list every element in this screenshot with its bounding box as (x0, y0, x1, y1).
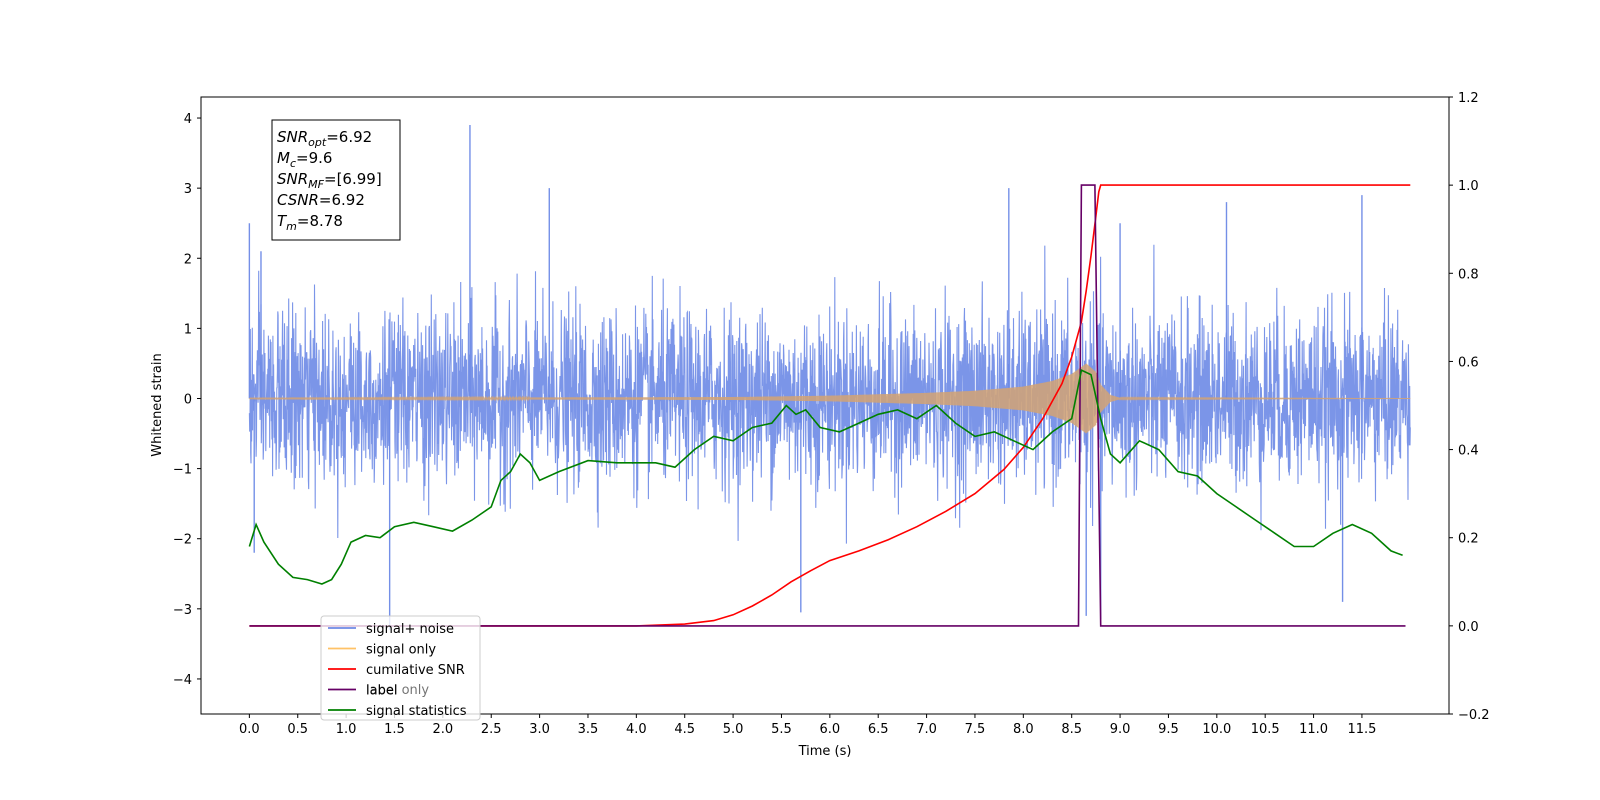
y-tick-label: −2 (173, 533, 192, 548)
x-tick-label: 4.5 (674, 722, 695, 737)
y-tick-label: −3 (173, 603, 192, 618)
series-cumilative-snr-line (249, 184, 1411, 627)
y-tick-label: 1 (184, 322, 192, 337)
x-tick-label: 6.5 (868, 722, 889, 737)
series-signal-statistics-line (248, 369, 1403, 585)
y2-tick-label: 1.2 (1458, 91, 1479, 106)
legend-label: signal+ noise (366, 622, 454, 637)
x-tick-label: 4.0 (626, 722, 647, 737)
y2-tick-label: 0.0 (1458, 620, 1479, 635)
annotation-line: CSNR=6.92 (277, 191, 365, 209)
x-axis-label: Time (s) (798, 744, 852, 759)
annotation-frame (271, 119, 401, 241)
y-tick-label: −1 (173, 463, 192, 478)
x-tick-label: 0.0 (239, 722, 260, 737)
y2-axis: 1.2 1.0 0.8 0.6 0.4 0.2 0.0 −0.2 (1449, 91, 1490, 723)
y2-tick-label: −0.2 (1458, 708, 1490, 723)
x-tick-label: 3.5 (578, 722, 599, 737)
x-tick-label: 6.0 (819, 722, 840, 737)
x-tick-label: 11.5 (1347, 722, 1376, 737)
x-tick-label: 8.0 (1013, 722, 1034, 737)
legend-label: label (366, 684, 397, 699)
y-tick-label: 2 (184, 252, 192, 267)
x-tick-label: 1.0 (336, 722, 357, 737)
x-tick-label: 5.5 (771, 722, 792, 737)
series-signal-noise-line (248, 244, 1411, 544)
x-axis: 0.0 0.5 1.0 1.5 2.0 2.5 3.0 3.5 4.0 4.5 5.0 5.5 6.0 6… (239, 714, 1376, 737)
y-axis: 4 3 2 1 0 −1 −2 −3 −4 (173, 112, 201, 688)
legend-label: cumilative SNR (366, 663, 465, 678)
annotation-line: SNRMF=[6.99] (277, 170, 382, 191)
annotation-line: Mc=9.6 (277, 149, 332, 170)
y2-tick-label: 0.8 (1458, 267, 1479, 282)
x-tick-label: 9.5 (1158, 722, 1179, 737)
y2-tick-label: 0.4 (1458, 444, 1479, 459)
x-tick-label: 10.0 (1202, 722, 1231, 737)
annotation-line: Tm=8.78 (277, 212, 343, 233)
y-tick-label: 4 (184, 112, 192, 127)
y2-tick-label: 1.0 (1458, 179, 1479, 194)
annotation-line: SNRopt=6.92 (277, 128, 372, 149)
x-tick-label: 0.5 (287, 722, 308, 737)
legend-frame (320, 615, 481, 721)
x-tick-label: 5.0 (723, 722, 744, 737)
y2-tick-label: 0.2 (1458, 532, 1479, 547)
y2-tick-label: 0.6 (1458, 355, 1479, 370)
x-tick-label: 10.5 (1251, 722, 1280, 737)
plot-frame (200, 96, 1450, 715)
x-tick-label: 9.0 (1110, 722, 1131, 737)
x-tick-label: 1.5 (384, 722, 405, 737)
y-tick-label: 3 (184, 182, 192, 197)
x-tick-label: 7.0 (916, 722, 937, 737)
series-signal-only-line (248, 363, 1411, 434)
series-layer (248, 125, 1411, 630)
x-tick-label: 2.5 (481, 722, 502, 737)
x-tick-label: 8.5 (1061, 722, 1082, 737)
x-tick-label: 2.0 (433, 722, 454, 737)
y-tick-label: 0 (184, 392, 192, 407)
y-axis-label: Whitened strain (150, 353, 165, 456)
x-tick-label: 11.0 (1299, 722, 1328, 737)
y-tick-label: −4 (173, 673, 192, 688)
x-tick-label: 7.5 (965, 722, 986, 737)
legend-label: signal only (366, 643, 436, 658)
series-label-line (249, 184, 1406, 627)
legend-label: signal statistics (366, 704, 467, 719)
legend-ghost-label: label only (366, 683, 429, 698)
x-tick-label: 3.0 (529, 722, 550, 737)
legend: signal+ noise signal only cumilative SNR la… (320, 615, 481, 721)
